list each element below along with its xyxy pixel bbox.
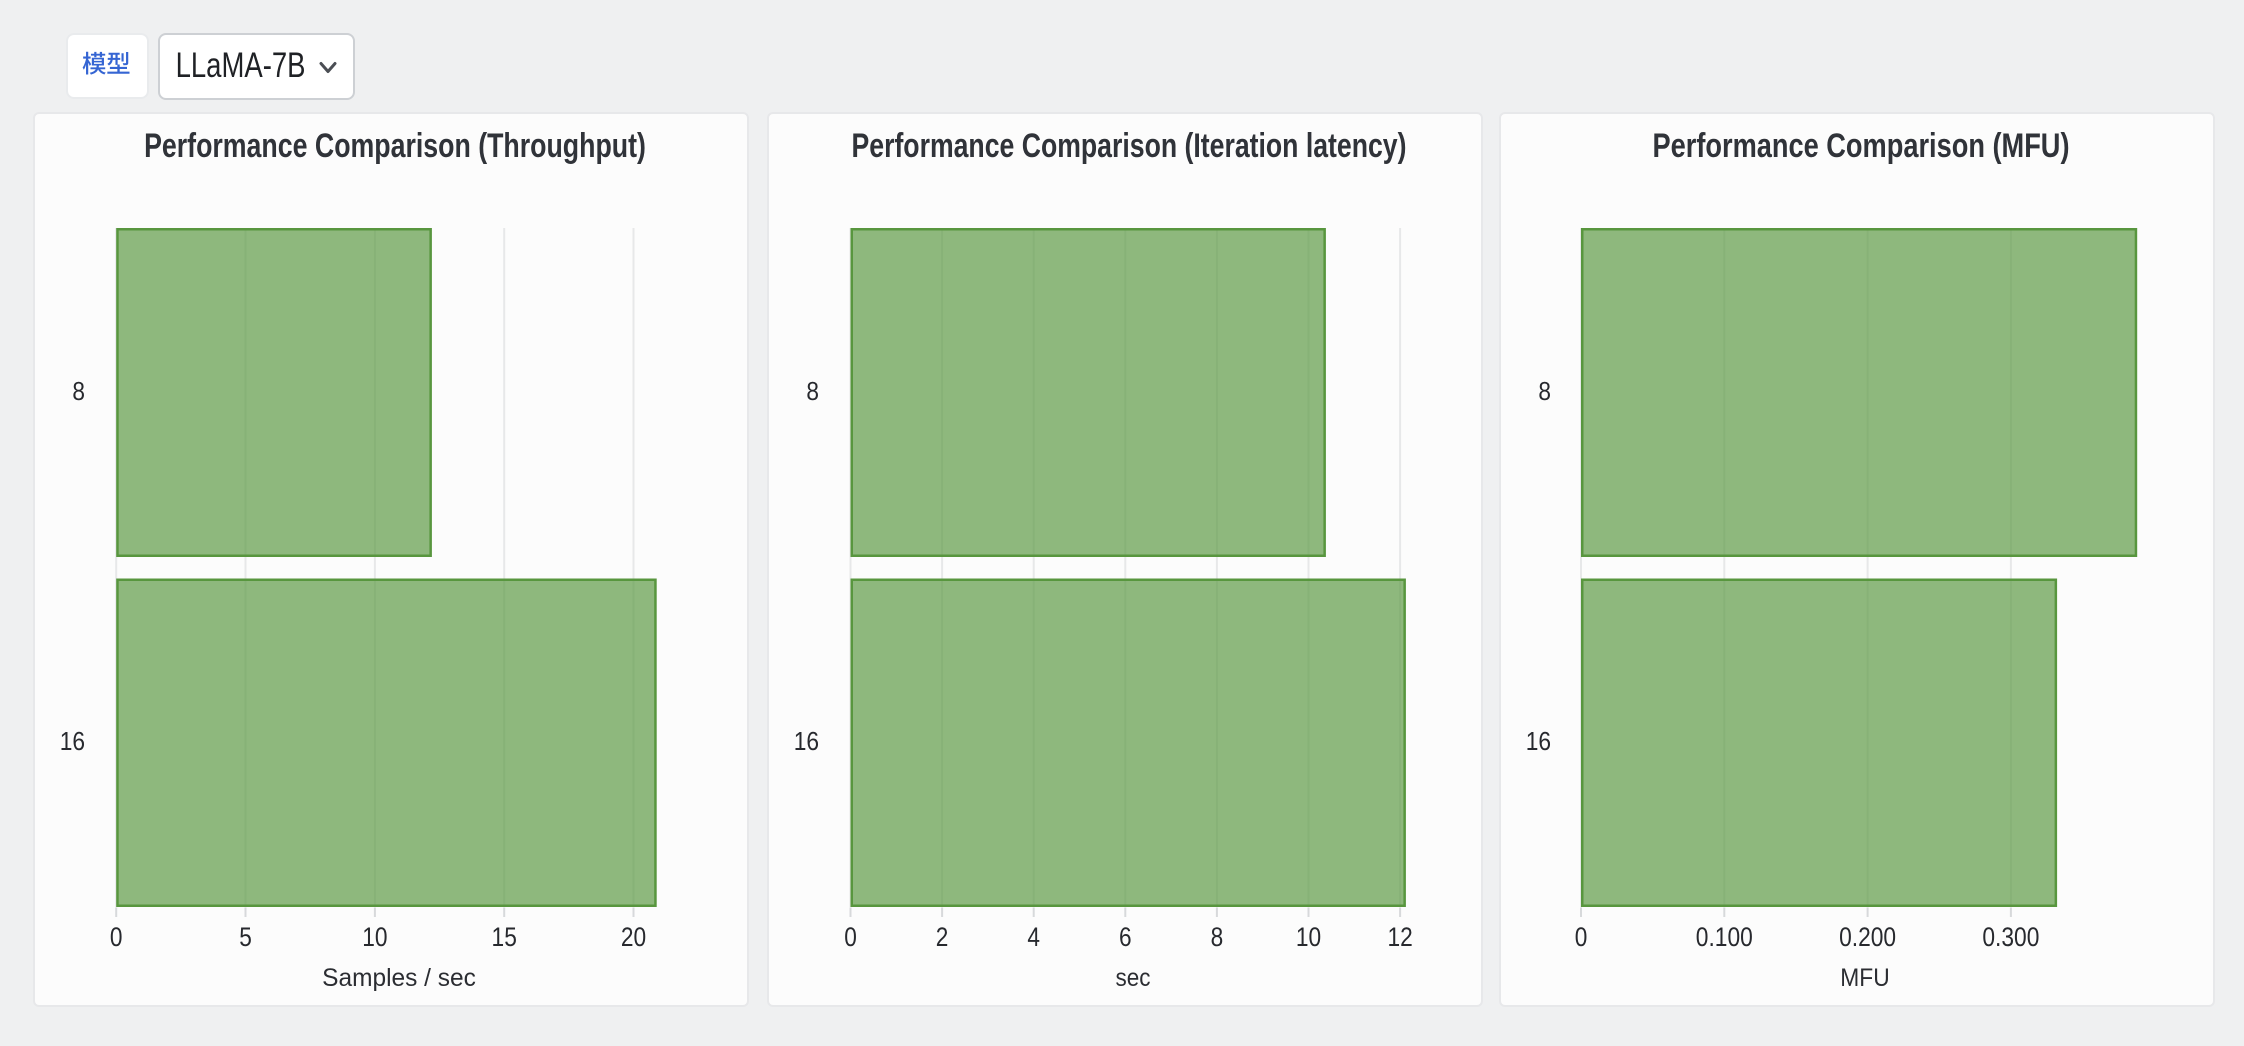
svg-text:10: 10 [362, 922, 387, 952]
svg-text:8: 8 [1538, 376, 1551, 406]
svg-text:Performance Comparison (MFU): Performance Comparison (MFU) [1653, 127, 2070, 165]
svg-text:16: 16 [794, 726, 819, 756]
svg-text:5: 5 [239, 922, 252, 952]
svg-text:Samples / sec: Samples / sec [322, 964, 476, 992]
svg-text:16: 16 [1526, 726, 1551, 756]
svg-text:4: 4 [1027, 922, 1040, 952]
svg-text:16: 16 [60, 726, 85, 756]
svg-text:20: 20 [621, 922, 646, 952]
svg-text:6: 6 [1119, 922, 1132, 952]
svg-text:0.300: 0.300 [1982, 922, 2039, 952]
svg-text:8: 8 [72, 376, 85, 406]
svg-text:0: 0 [110, 922, 123, 952]
svg-text:MFU: MFU [1840, 964, 1889, 992]
svg-text:2: 2 [936, 922, 949, 952]
svg-text:0: 0 [844, 922, 857, 952]
svg-text:8: 8 [1211, 922, 1224, 952]
svg-text:8: 8 [806, 376, 819, 406]
svg-text:0.100: 0.100 [1696, 922, 1753, 952]
svg-text:0: 0 [1575, 922, 1588, 952]
svg-text:0.200: 0.200 [1839, 922, 1896, 952]
svg-text:LLaMA-7B: LLaMA-7B [176, 46, 306, 85]
svg-text:15: 15 [492, 922, 517, 952]
svg-text:10: 10 [1296, 922, 1321, 952]
svg-text:sec: sec [1116, 964, 1151, 992]
svg-text:Performance Comparison (Iterat: Performance Comparison (Iteration latenc… [852, 127, 1407, 165]
svg-text:Performance Comparison (Throug: Performance Comparison (Throughput) [144, 127, 646, 165]
svg-text:12: 12 [1387, 922, 1412, 952]
